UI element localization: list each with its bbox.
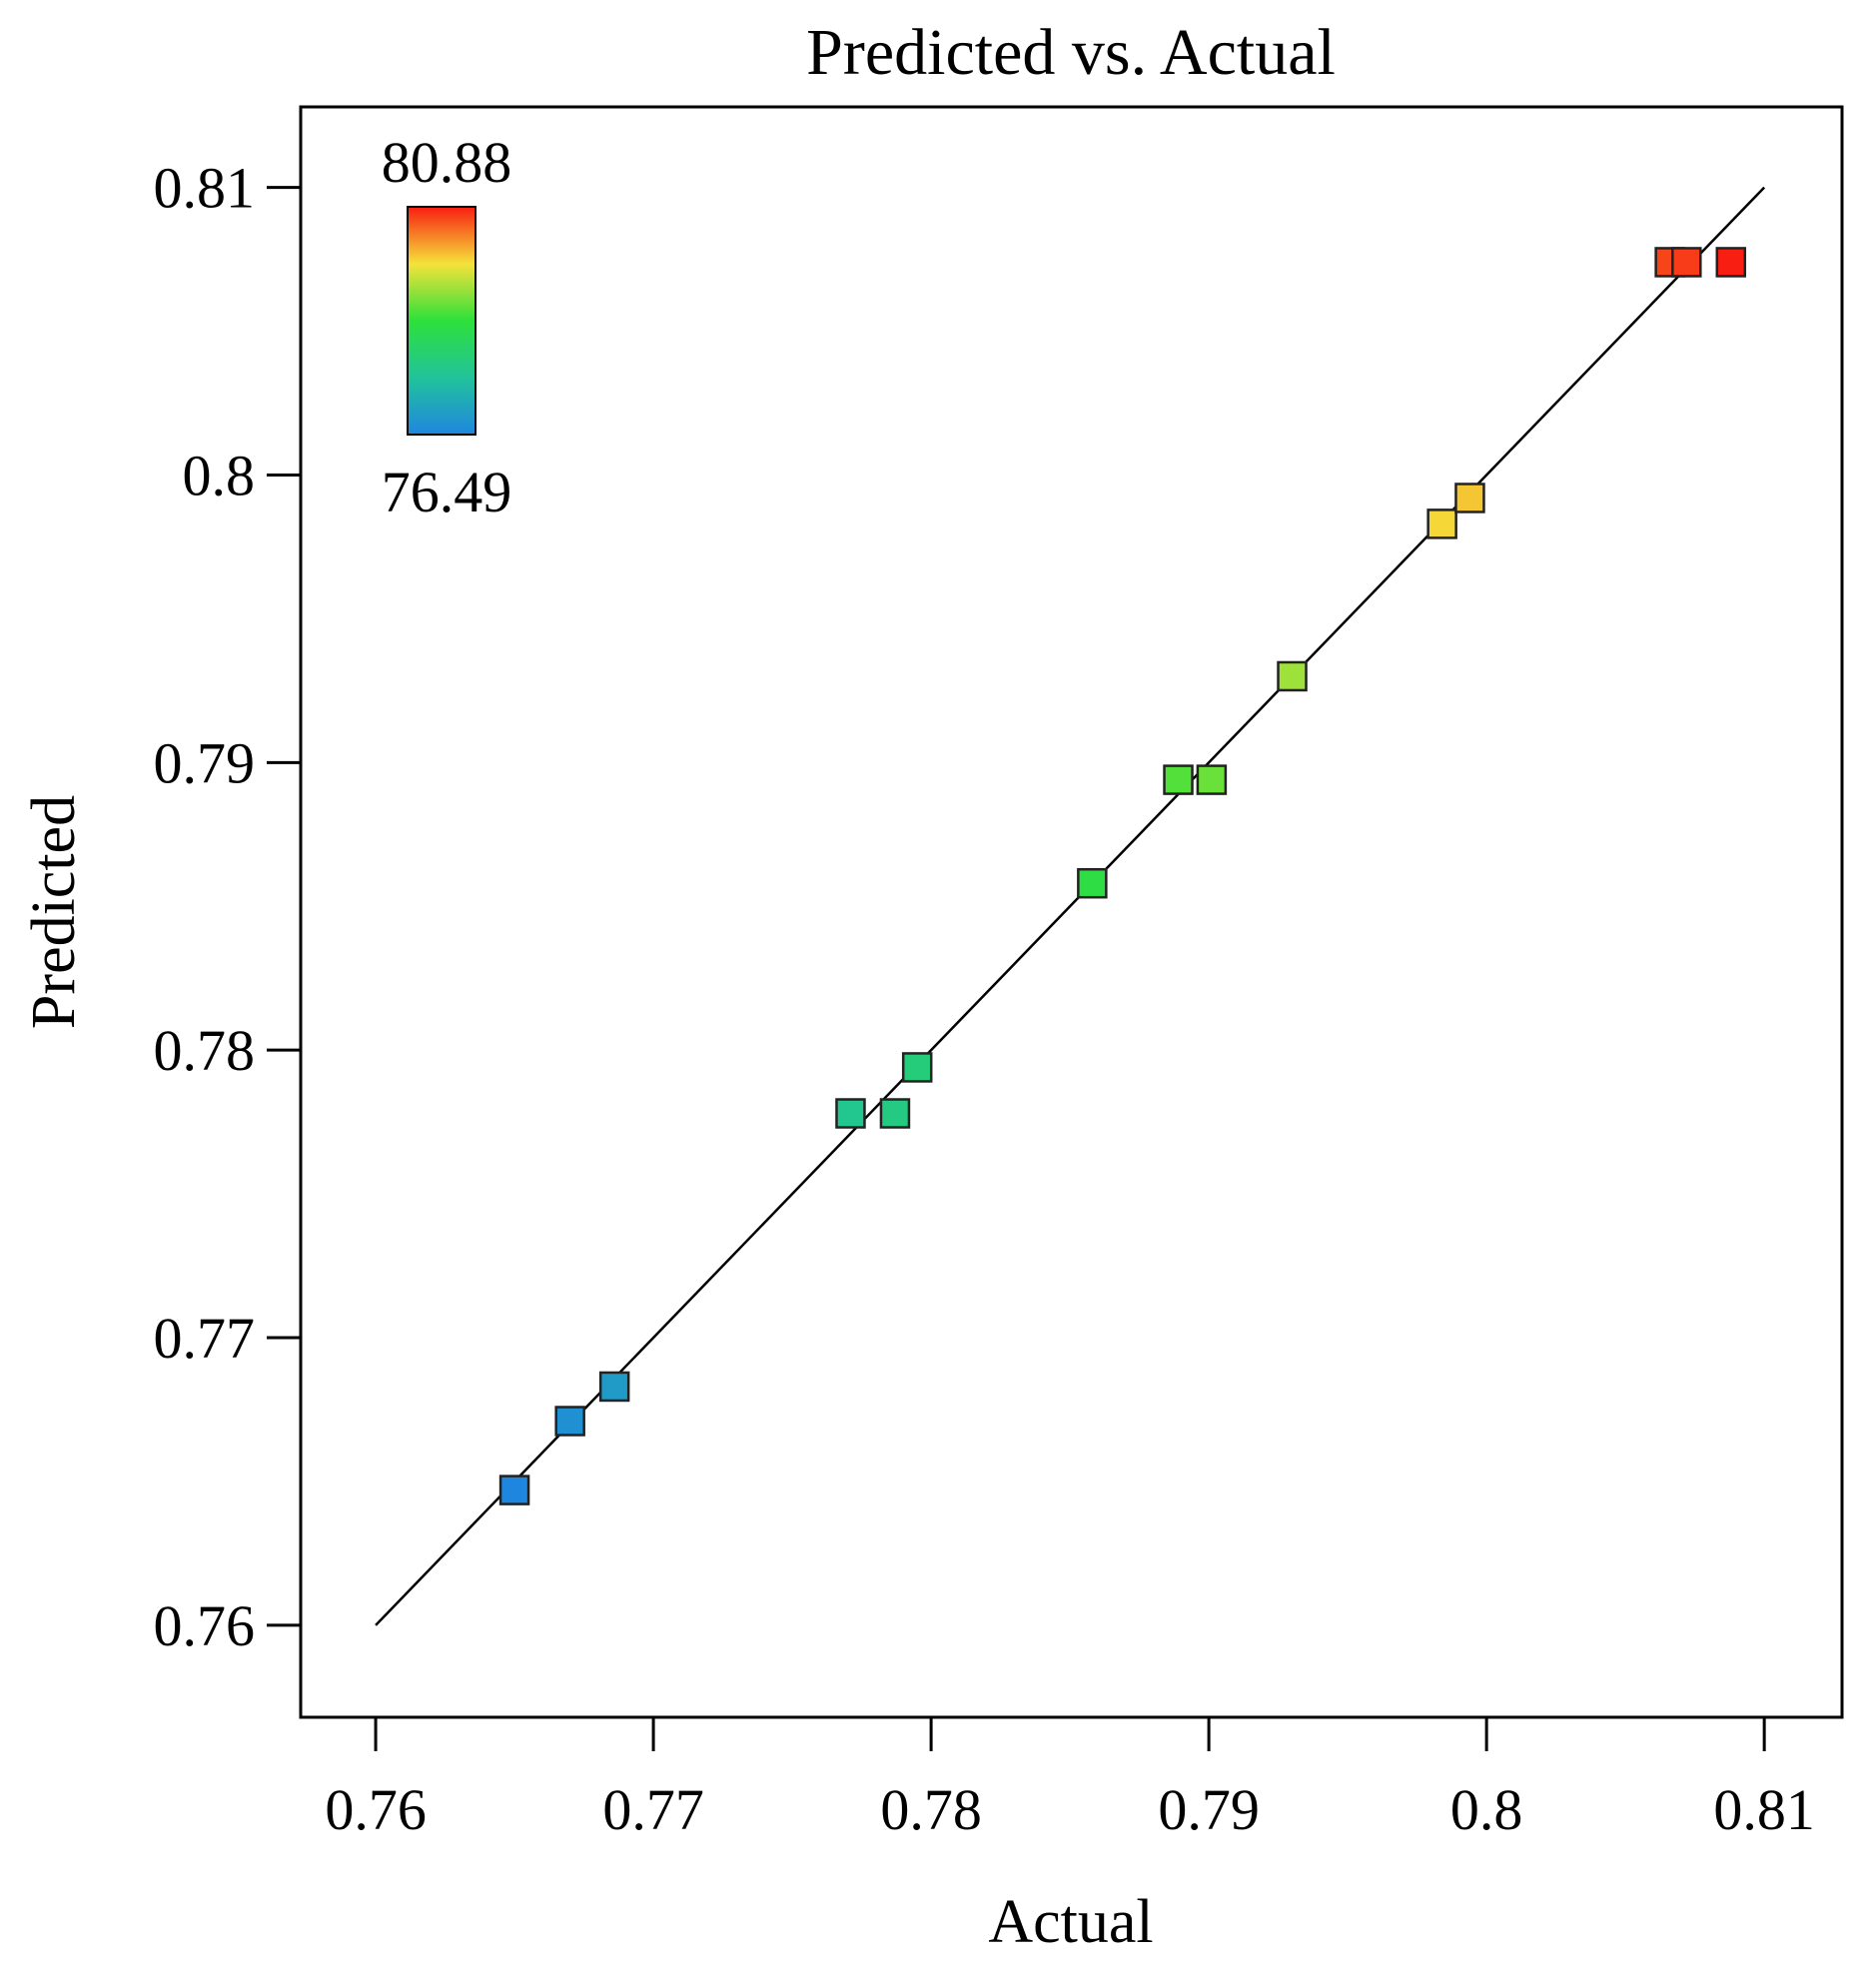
y-axis-ticks: 0.76 0.77 0.78 0.79 0.8 0.81: [154, 156, 301, 1658]
y-axis-label: Predicted: [20, 795, 88, 1029]
data-point: [554, 1406, 585, 1437]
data-point: [1163, 764, 1194, 795]
x-tick-label: 0.78: [880, 1777, 982, 1842]
data-point: [1426, 508, 1457, 539]
x-axis-ticks: 0.76 0.77 0.78 0.79 0.8 0.81: [325, 1717, 1815, 1842]
y-tick-label: 0.77: [154, 1306, 256, 1371]
color-scale-bar: [407, 206, 476, 436]
x-tick-label: 0.76: [325, 1777, 427, 1842]
color-scale-legend: 80.88 76.49: [382, 130, 512, 524]
data-point: [1277, 660, 1308, 692]
data-points: [498, 247, 1747, 1505]
chart-title: Predicted vs. Actual: [806, 16, 1336, 89]
color-scale-max-label: 80.88: [382, 130, 512, 195]
y-tick-label: 0.76: [154, 1593, 256, 1658]
data-point: [1196, 764, 1228, 795]
y-tick-label: 0.79: [154, 730, 256, 795]
data-point: [1454, 483, 1485, 513]
y-tick-label: 0.78: [154, 1018, 256, 1083]
data-point: [901, 1052, 933, 1083]
x-tick-label: 0.81: [1713, 1777, 1815, 1842]
x-tick-label: 0.77: [602, 1777, 704, 1842]
plot-frame: [299, 105, 1844, 1719]
data-point: [598, 1371, 630, 1403]
y-tick-label: 0.81: [154, 156, 256, 221]
x-axis-label: Actual: [988, 1888, 1153, 1956]
data-point: [1077, 867, 1108, 899]
data-point: [498, 1475, 530, 1505]
data-point: [1671, 247, 1702, 278]
color-scale-min-label: 76.49: [382, 460, 512, 524]
y-tick-label: 0.8: [183, 443, 256, 507]
data-point: [879, 1098, 911, 1129]
data-point: [835, 1098, 866, 1129]
data-point: [1715, 247, 1747, 278]
x-tick-label: 0.8: [1450, 1777, 1523, 1842]
x-tick-label: 0.79: [1158, 1777, 1260, 1842]
